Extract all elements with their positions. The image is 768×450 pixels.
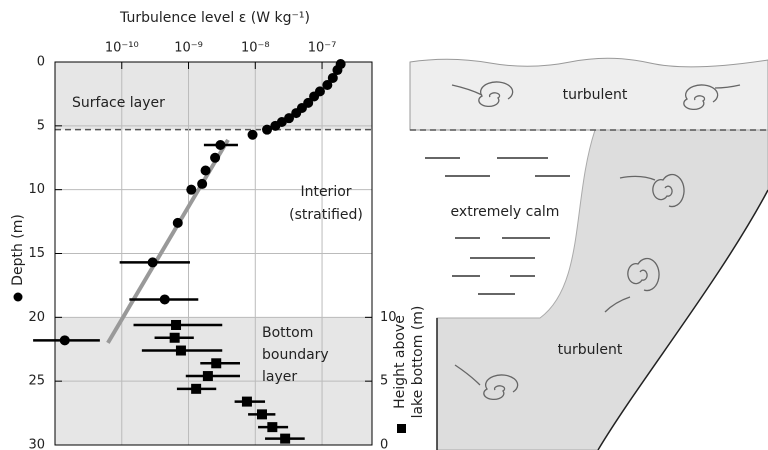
plot-background <box>55 61 372 446</box>
y-tick-label: 30 <box>28 438 45 450</box>
legend-circle <box>13 292 23 302</box>
circle-point <box>59 335 70 346</box>
surface-band <box>409 57 768 131</box>
circle-point <box>197 178 208 189</box>
circle-point <box>200 165 211 176</box>
x-tick-label: 10⁻⁸ <box>241 41 270 56</box>
circle-point <box>186 184 197 195</box>
y-tick-label: 25 <box>28 374 45 389</box>
circle-point <box>215 139 226 150</box>
circle-point <box>270 120 281 131</box>
eddies <box>451 81 741 401</box>
y-tick-label: 0 <box>37 55 45 70</box>
chart-title: Turbulence level ε (W kg⁻¹) <box>119 10 310 26</box>
y-axis-label: Depth (m) <box>10 214 26 286</box>
diagram-label: turbulent <box>563 87 628 103</box>
annotation: Surface layer <box>72 95 165 111</box>
square-point <box>241 396 252 407</box>
annotation: Interior <box>300 184 351 200</box>
calm-dashes <box>425 157 570 295</box>
circle-point <box>147 257 158 268</box>
annotation: layer <box>262 369 297 385</box>
y2-tick-label: 0 <box>380 438 388 450</box>
square-point <box>256 409 267 420</box>
circle-point <box>322 79 333 90</box>
y-tick-label: 5 <box>37 118 45 133</box>
x-tick-label: 10⁻⁷ <box>308 41 337 56</box>
annotation: Bottom <box>262 325 313 341</box>
square-point <box>175 345 186 356</box>
x-tick-label: 10⁻⁹ <box>174 41 203 56</box>
circle-point <box>210 152 221 163</box>
diagram-label: extremely calm <box>451 204 560 220</box>
y-tick-label: 15 <box>28 246 45 261</box>
turbulent-region <box>436 129 768 450</box>
legend-square <box>397 424 406 433</box>
square-point <box>267 422 278 433</box>
plot-frame <box>54 61 373 446</box>
diagram-label: turbulent <box>558 342 623 358</box>
circle-point <box>262 124 273 135</box>
square-point <box>171 319 182 330</box>
annotation: (stratified) <box>289 207 363 223</box>
annotation: boundary <box>262 347 329 363</box>
y-tick-label: 10 <box>28 182 45 197</box>
y2-axis-label: Height above <box>392 315 408 409</box>
circle-point <box>159 294 170 305</box>
schematic: turbulent extremely calm turbulent <box>409 57 768 450</box>
circle-point <box>327 72 338 83</box>
circle-point <box>332 65 343 76</box>
square-point <box>202 371 213 382</box>
square-point <box>191 383 202 394</box>
y2-axis-label: lake bottom (m) <box>410 306 426 419</box>
circle-point <box>291 108 302 119</box>
square-point <box>280 433 291 444</box>
circle-point <box>172 217 183 228</box>
y2-tick-label: 5 <box>380 374 388 389</box>
circle-point <box>309 91 320 102</box>
square-point <box>169 332 180 343</box>
circle-point <box>247 129 258 140</box>
y-tick-label: 20 <box>28 310 45 325</box>
square-point <box>211 358 222 369</box>
lake-bed <box>597 189 768 450</box>
x-tick-label: 10⁻¹⁰ <box>105 41 139 56</box>
y2-tick-label: 10 <box>380 310 397 325</box>
